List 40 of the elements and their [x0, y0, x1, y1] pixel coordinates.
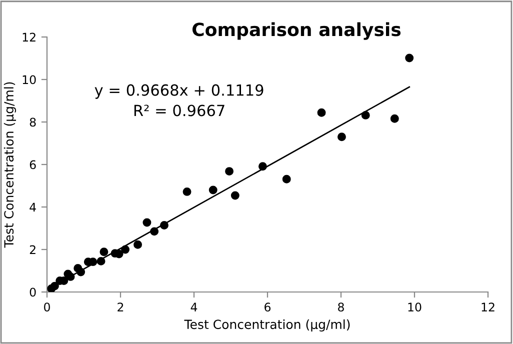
point — [317, 108, 326, 117]
point — [50, 282, 59, 290]
y-tick-label: 6 — [30, 160, 36, 170]
x-tick-label: 0 — [44, 302, 50, 312]
x-tick-label: 8 — [338, 302, 344, 312]
x-tick-label: 10 — [408, 302, 422, 312]
y-tick-label: 2 — [30, 245, 36, 254]
annotation: y = 0.9668x + 0.1119 — [94, 84, 264, 99]
point — [361, 110, 370, 120]
point — [150, 227, 159, 236]
x-axis-title: Test Concentration (µg/ml) — [184, 319, 350, 332]
point — [405, 54, 414, 62]
x-tick-label: 2 — [118, 302, 124, 312]
y-tick-label: 12 — [22, 32, 36, 42]
point — [208, 186, 218, 194]
point — [142, 218, 152, 227]
point — [225, 167, 234, 176]
point — [76, 268, 86, 276]
chart-title: Comparison analysis — [192, 22, 401, 40]
x-tick-label: 4 — [190, 302, 198, 312]
x-tick-label: 12 — [482, 302, 494, 312]
y-tick-label: 0 — [30, 288, 36, 297]
point — [134, 240, 142, 249]
y-tick-label: 8 — [30, 118, 36, 127]
annotation: R² = 0.9667 — [134, 104, 224, 116]
point — [230, 191, 240, 200]
point — [121, 245, 130, 254]
y-tick-label: 10 — [22, 75, 36, 84]
y-axis-title: Test Concentration (µg/ml) — [4, 82, 16, 248]
point — [100, 248, 108, 256]
point — [182, 187, 192, 196]
y-tick-label: 4 — [30, 202, 36, 212]
point — [390, 114, 399, 123]
point — [282, 174, 291, 184]
point — [66, 272, 75, 281]
point — [338, 132, 346, 142]
point — [160, 221, 168, 230]
x-tick-label: 6 — [264, 302, 271, 312]
point — [96, 256, 106, 266]
point — [258, 162, 267, 171]
